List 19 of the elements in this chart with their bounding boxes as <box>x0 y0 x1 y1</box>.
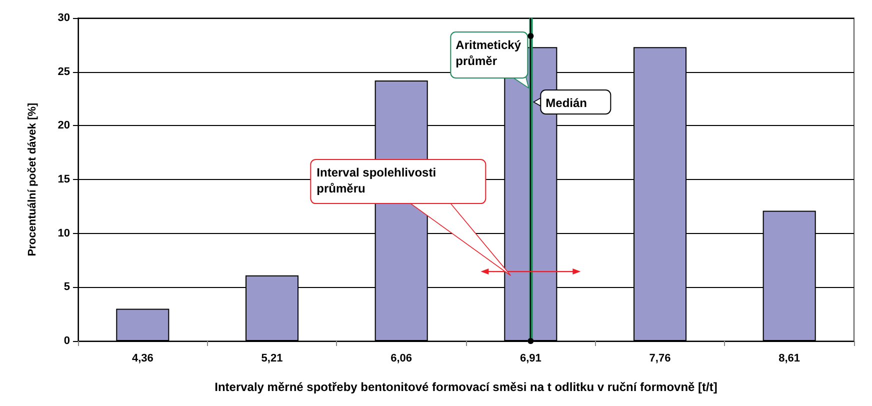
x-tick-label: 4,36 <box>132 352 154 364</box>
x-tick-label: 8,61 <box>778 352 800 364</box>
y-tick-label: 5 <box>64 281 70 294</box>
y-tick-label: 25 <box>58 66 70 78</box>
y-tick-label: 20 <box>58 120 70 132</box>
x-tick-label: 6,91 <box>520 352 542 364</box>
annotation: Interval spolehlivosti průměru <box>316 166 436 196</box>
bar <box>116 308 170 341</box>
ref-line-label: Aritmetický průměr <box>456 38 522 68</box>
x-tick-label: 7,76 <box>649 352 671 364</box>
y-tick-label: 30 <box>58 12 70 24</box>
x-tick-label: 6,06 <box>390 352 412 364</box>
x-tick-label: 5,21 <box>261 352 283 364</box>
y-axis-title: Procentuální počet dávek [%] <box>26 102 38 256</box>
y-tick-label: 0 <box>64 335 70 347</box>
y-tick-label: 15 <box>58 174 70 186</box>
x-axis-title: Intervaly měrné spotřeby bentonitové formovací směsi na t odlitku v ruční formovně [t/t] <box>214 380 718 394</box>
y-tick-label: 10 <box>58 227 70 240</box>
ref-line-label: Medián <box>546 96 588 110</box>
